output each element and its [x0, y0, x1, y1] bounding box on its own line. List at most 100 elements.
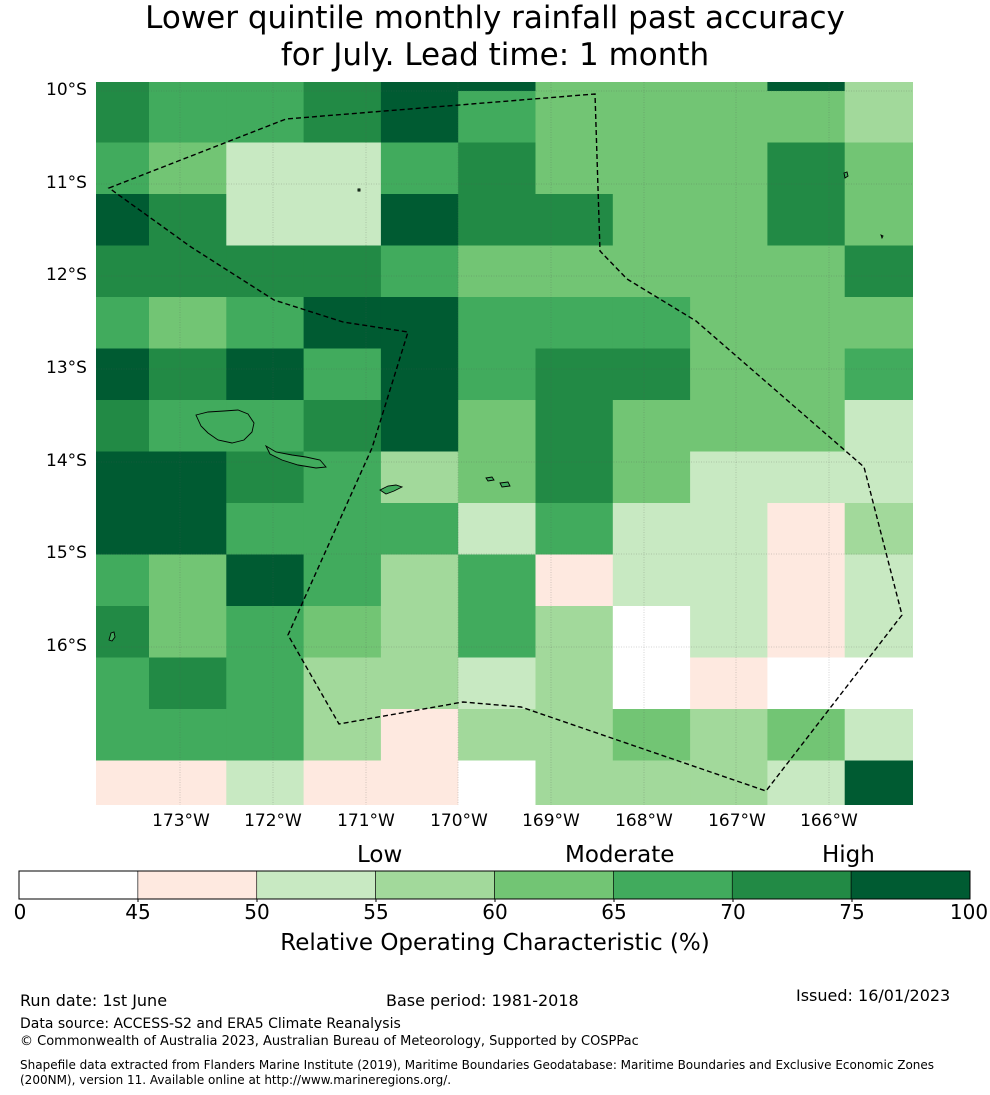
swains-island	[357, 188, 361, 192]
lon-label-171w: 171°W	[337, 811, 395, 831]
grid-cell	[844, 709, 913, 761]
lon-label-167w: 167°W	[708, 811, 766, 831]
lon-label-170w: 170°W	[430, 811, 488, 831]
grid-cell	[149, 348, 228, 401]
grid-cell	[612, 503, 691, 555]
grid-cell	[96, 82, 150, 92]
category-high: High	[822, 842, 875, 868]
grid-cell	[535, 82, 614, 92]
colorbar-tick-55: 55	[363, 900, 389, 924]
grid-cell	[149, 91, 228, 143]
colorbar-tick-100: 100	[949, 900, 989, 924]
colorbar-segment	[613, 870, 733, 900]
grid-cell	[96, 709, 150, 761]
grid-cell	[612, 91, 691, 143]
lat-label-11s: 11°S	[46, 173, 87, 193]
grid-cell	[458, 82, 537, 92]
grid-cell	[612, 451, 691, 504]
grid-cell	[149, 606, 228, 658]
title-line-2: for July. Lead time: 1 month	[280, 37, 710, 73]
lat-label-14s: 14°S	[46, 451, 87, 471]
grid-cell	[303, 400, 382, 452]
grid-cell	[612, 194, 691, 246]
grid-cell	[226, 760, 305, 805]
grid-cell	[844, 348, 913, 401]
grid-cell	[535, 348, 614, 401]
lon-label-168w: 168°W	[615, 811, 673, 831]
grid-cell	[535, 657, 614, 710]
grid-cell	[458, 194, 537, 246]
grid-cell	[458, 554, 537, 607]
grid-cell	[767, 91, 846, 143]
grid-cell	[844, 194, 913, 246]
grid-cell	[535, 400, 614, 452]
grid-cell	[612, 606, 691, 658]
grid-cell	[767, 348, 846, 401]
grid-cell	[303, 503, 382, 555]
grid-cell	[767, 451, 846, 504]
grid-cell	[690, 297, 769, 349]
lon-label-166w: 166°W	[800, 811, 858, 831]
grid-cell	[149, 657, 228, 710]
map-title: Lower quintile monthly rainfall past acc…	[0, 0, 990, 74]
graticule	[96, 82, 913, 805]
grid-cell	[612, 142, 691, 195]
grid-cell	[149, 82, 228, 92]
grid-cell	[380, 606, 459, 658]
grid-cell	[844, 142, 913, 195]
savaii-island	[195, 409, 255, 444]
grid-cell	[458, 142, 537, 195]
copyright: © Commonwealth of Australia 2023, Austra…	[20, 1034, 639, 1049]
grid-cell	[535, 297, 614, 349]
grid-cell	[767, 82, 846, 92]
grid-cell	[226, 297, 305, 349]
grid-cell	[767, 709, 846, 761]
grid-cell	[612, 657, 691, 710]
grid-cell	[458, 503, 537, 555]
run-date: Run date: 1st June	[20, 991, 168, 1010]
grid-cell	[458, 657, 537, 710]
grid-cell	[303, 194, 382, 246]
grid-cell	[612, 760, 691, 805]
grid-cell	[458, 709, 537, 761]
grid-cells	[96, 82, 913, 805]
grid-cell	[380, 503, 459, 555]
grid-cell	[380, 760, 459, 805]
grid-cell	[303, 142, 382, 195]
grid-cell	[380, 554, 459, 607]
issued-date: Issued: 16/01/2023	[796, 986, 951, 1005]
grid-cell	[380, 657, 459, 710]
grid-cell	[380, 91, 459, 143]
grid-cell	[96, 297, 150, 349]
grid-cell	[303, 657, 382, 710]
grid-cell	[767, 657, 846, 710]
grid-cell	[96, 503, 150, 555]
lon-label-172w: 172°W	[244, 811, 302, 831]
grid-cell	[612, 400, 691, 452]
grid-cell	[767, 503, 846, 555]
grid-cell	[96, 657, 150, 710]
colorbar-tick-45: 45	[125, 900, 151, 924]
grid-cell	[96, 142, 150, 195]
niuafoou-island	[108, 631, 116, 642]
grid-cell	[226, 245, 305, 298]
grid-cell	[458, 606, 537, 658]
grid-cell	[149, 194, 228, 246]
tokelau-island-1	[843, 171, 849, 179]
rainfall-accuracy-map	[96, 82, 913, 805]
colorbar-segment	[494, 870, 614, 900]
colorbar-segments	[18, 870, 971, 900]
islands	[108, 171, 884, 642]
colorbar-segment	[731, 870, 852, 900]
grid-cell	[96, 554, 150, 607]
grid-cell	[690, 554, 769, 607]
grid-cell	[458, 297, 537, 349]
grid-cell	[380, 245, 459, 298]
grid-cell	[458, 348, 537, 401]
grid-cell	[303, 709, 382, 761]
grid-cell	[535, 503, 614, 555]
grid-cell	[149, 451, 228, 504]
grid-cell	[690, 400, 769, 452]
grid-cell	[844, 657, 913, 710]
grid-cell	[380, 348, 459, 401]
